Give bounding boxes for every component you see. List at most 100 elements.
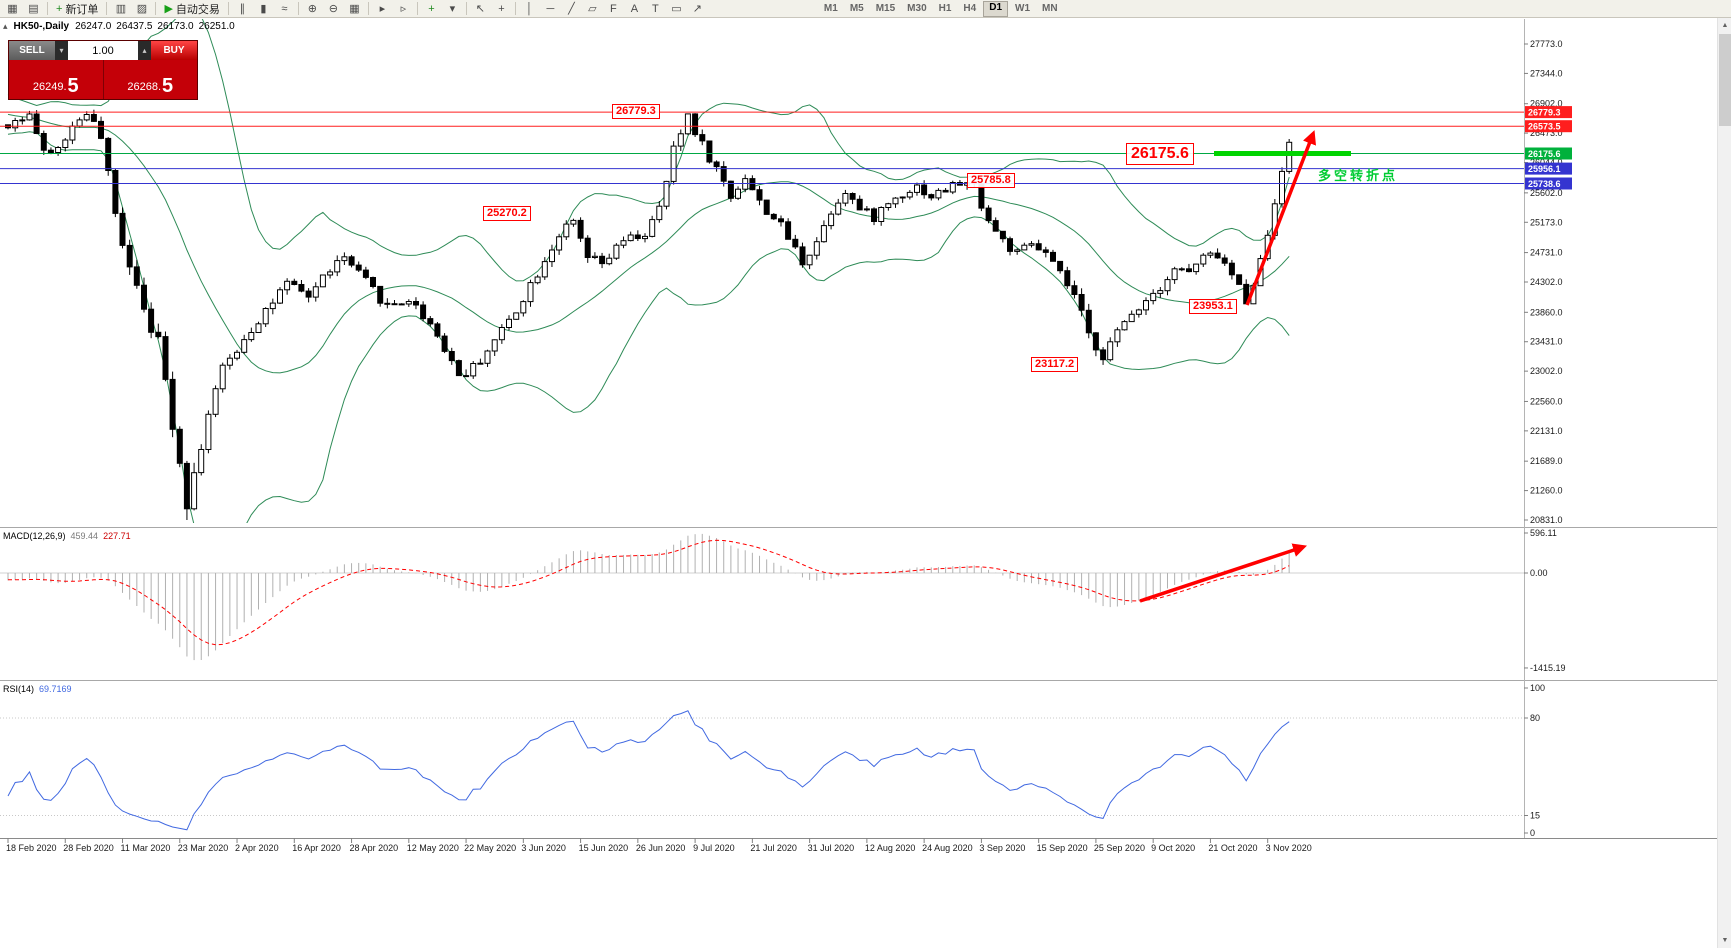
chart-shift-icon[interactable]: ▹	[393, 1, 414, 17]
timeframe-m15-button[interactable]: M15	[875, 2, 896, 14]
time-axis-line	[0, 838, 1717, 839]
price-axis-label: 26473.0	[1530, 128, 1563, 138]
new-order-button[interactable]: + 新订单	[51, 1, 103, 17]
timeframe-m5-button[interactable]: M5	[849, 2, 864, 14]
macd-signal-line	[8, 539, 1290, 646]
trend-arrow[interactable]	[1139, 543, 1307, 603]
data-window-icon[interactable]: ▨	[131, 1, 152, 17]
date-axis-label: 31 Jul 2020	[808, 843, 855, 853]
label-icon[interactable]: T	[645, 1, 666, 17]
trend-arrow[interactable]	[1245, 130, 1317, 306]
bar-chart-icon[interactable]: ∥	[232, 1, 253, 17]
line-chart-icon[interactable]: ≈	[274, 1, 295, 17]
new-chart-icon[interactable]: ▦	[2, 1, 23, 17]
fibonacci-icon: F	[610, 2, 617, 15]
date-axis-label: 15 Jun 2020	[579, 843, 629, 853]
date-axis-label: 18 Feb 2020	[6, 843, 57, 853]
volume-up-button[interactable]: ▴	[138, 41, 151, 60]
channel-icon: ▱	[588, 2, 597, 15]
price-axis-label: 21260.0	[1530, 486, 1563, 496]
buy-price-main: 26268.	[127, 81, 162, 93]
scroll-down-icon: ▼	[1721, 937, 1729, 944]
crosshair-icon[interactable]: +	[491, 1, 512, 17]
window-arrange-icon[interactable]: ▤	[23, 1, 44, 17]
date-axis-label: 15 Sep 2020	[1037, 843, 1088, 853]
buy-button[interactable]: BUY	[151, 41, 197, 60]
auto-scroll-icon[interactable]: ▸	[372, 1, 393, 17]
candlestick-chart-icon[interactable]: ▮	[253, 1, 274, 17]
buy-price-display[interactable]: 26268. 5	[104, 60, 198, 99]
cursor-icon[interactable]: ↖	[470, 1, 491, 17]
shapes-icon[interactable]: ▭	[666, 1, 687, 17]
volume-down-button[interactable]: ▾	[55, 41, 68, 60]
toolbar-separator	[514, 2, 516, 15]
text-icon[interactable]: A	[624, 1, 645, 17]
arrow-tools-icon[interactable]: ↗	[687, 1, 708, 17]
tile-windows-icon[interactable]: ▦	[344, 1, 365, 17]
open-value: 26247.0	[75, 21, 112, 32]
trendline-icon[interactable]: ╱	[561, 1, 582, 17]
thick-green-level-segment[interactable]	[1214, 151, 1351, 156]
rsi-pane-separator[interactable]	[0, 680, 1717, 681]
templates-icon[interactable]: ▾	[442, 1, 463, 17]
market-watch-icon[interactable]: ▥	[110, 1, 131, 17]
timeframe-h1-button[interactable]: H1	[938, 2, 952, 14]
date-axis-label: 16 Apr 2020	[292, 843, 341, 853]
main-pane	[0, 19, 1524, 523]
timeframe-d1-button[interactable]: D1	[983, 0, 1009, 17]
date-axis-label: 24 Aug 2020	[922, 843, 973, 853]
new-order-button-label: 新订单	[65, 3, 99, 16]
scroll-down-button[interactable]: ▼	[1718, 933, 1731, 948]
zoom-in-icon[interactable]: ⊕	[302, 1, 323, 17]
bar-chart-icon: ∥	[239, 2, 246, 15]
one-click-prices-row: 26249. 5 26268. 5	[9, 60, 197, 99]
autotrading-button[interactable]: ▶ 自动交易	[159, 1, 224, 17]
timeframe-m30-button[interactable]: M30	[907, 2, 927, 14]
channel-icon[interactable]: ▱	[582, 1, 603, 17]
toolbar-separator	[47, 2, 48, 15]
vertical-line-icon[interactable]: │	[519, 1, 540, 17]
high-value: 26437.5	[116, 21, 153, 32]
timeframe-h4-button[interactable]: H4	[963, 2, 977, 14]
one-click-toggle-icon[interactable]: ▴	[3, 21, 8, 31]
horizontal-line-icon[interactable]: ─	[540, 1, 561, 17]
volume-input[interactable]	[68, 41, 138, 60]
price-tag	[1525, 120, 1572, 133]
timeframe-w1-button[interactable]: W1	[1015, 2, 1031, 14]
price-axis-label: 25602.0	[1530, 188, 1563, 198]
sell-price-main: 26249.	[32, 81, 67, 93]
date-axis-label: 21 Oct 2020	[1208, 843, 1257, 853]
toolbar-separator	[227, 2, 229, 15]
timeframe-m1-button[interactable]: M1	[823, 2, 838, 14]
price-axis-label: 26044.0	[1530, 158, 1563, 168]
shapes-icon: ▭	[671, 2, 682, 15]
date-axis-label: 12 May 2020	[407, 843, 459, 853]
indicators-add-icon[interactable]: +	[421, 1, 442, 17]
fibonacci-icon[interactable]: F	[603, 1, 624, 17]
macd-axis-label: 596.11	[1530, 528, 1557, 538]
scrollbar-thumb[interactable]	[1719, 34, 1731, 126]
vertical-scrollbar[interactable]: ▲ ▼	[1717, 18, 1731, 948]
bollinger-upper-band	[7, 19, 1290, 282]
one-click-trading-panel: SELL ▾ ▴ BUY 26249. 5 26268. 5	[8, 40, 198, 100]
window-arrange-icon: ▤	[28, 2, 39, 15]
line-chart-icon: ≈	[281, 2, 288, 15]
zoom-out-icon[interactable]: ⊖	[323, 1, 344, 17]
price-tag	[1525, 177, 1572, 190]
date-axis-label: 26 Jun 2020	[636, 843, 686, 853]
timeframe-mn-button[interactable]: MN	[1042, 2, 1058, 14]
arrow-tools-icon: ↗	[692, 2, 703, 15]
candles	[5, 109, 1293, 520]
price-axis-label: 23860.0	[1530, 307, 1563, 317]
horizontal-line-icon: ─	[546, 2, 555, 15]
sell-price-display[interactable]: 26249. 5	[9, 60, 104, 99]
auto-scroll-icon: ▸	[379, 2, 386, 15]
candlestick-chart-icon: ▮	[260, 2, 267, 15]
scroll-up-button[interactable]: ▲	[1718, 18, 1731, 33]
price-tag-label: 26779.3	[1528, 108, 1561, 118]
macd-pane-separator[interactable]	[0, 527, 1717, 528]
price-axis-label: 25173.0	[1530, 217, 1563, 227]
one-click-top-row: SELL ▾ ▴ BUY	[9, 41, 197, 60]
sell-button[interactable]: SELL	[9, 41, 55, 60]
